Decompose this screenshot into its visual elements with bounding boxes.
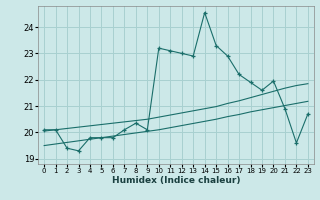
X-axis label: Humidex (Indice chaleur): Humidex (Indice chaleur) [112, 176, 240, 185]
